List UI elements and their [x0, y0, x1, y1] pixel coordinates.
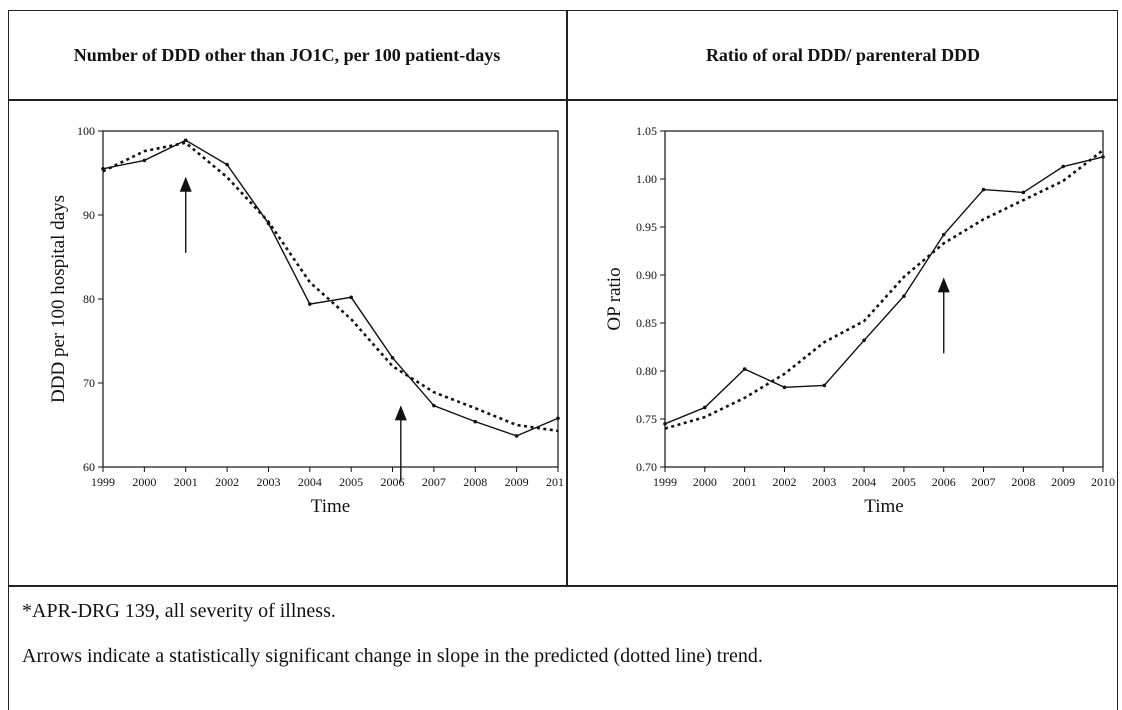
- slope-change-arrow-head: [394, 405, 407, 421]
- slope-change-arrow-head: [937, 277, 950, 293]
- y-tick-label: 60: [83, 460, 95, 474]
- x-tick-label: 2000: [693, 475, 717, 489]
- data-point: [902, 294, 906, 298]
- y-tick-label: 1.00: [636, 172, 657, 186]
- data-point: [703, 405, 707, 410]
- x-tick-label: 2002: [215, 475, 239, 489]
- x-tick-label: 2009: [1051, 475, 1075, 489]
- x-tick-label: 1999: [653, 475, 677, 489]
- data-point: [514, 434, 519, 438]
- y-tick-label: 0.70: [636, 460, 657, 474]
- y-tick-label: 1.05: [636, 124, 657, 138]
- data-point: [349, 295, 353, 300]
- x-axis-label: Time: [311, 496, 350, 517]
- y-tick-label: 90: [83, 208, 95, 222]
- y-tick-label: 0.75: [636, 412, 657, 426]
- x-tick-label: 2005: [339, 475, 363, 489]
- column-divider: [566, 10, 568, 586]
- x-tick-label: 2001: [733, 475, 757, 489]
- x-tick-label: 2009: [505, 475, 529, 489]
- data-point: [308, 302, 312, 306]
- x-tick-label: 2006: [381, 475, 405, 489]
- y-tick-label: 0.80: [636, 364, 657, 378]
- data-point: [941, 232, 946, 237]
- x-axis-label: Time: [864, 496, 903, 517]
- footnote-severity: *APR-DRG 139, all severity of illness.: [22, 600, 336, 622]
- table-frame: [8, 10, 1118, 710]
- y-tick-label: 70: [83, 376, 95, 390]
- y-tick-label: 0.85: [636, 316, 657, 330]
- x-tick-label: 2003: [812, 475, 836, 489]
- right-panel-title: Ratio of oral DDD/ parenteral DDD: [705, 45, 981, 65]
- data-point: [473, 419, 478, 424]
- data-point: [862, 338, 866, 343]
- data-point: [1061, 164, 1065, 169]
- x-tick-label: 2005: [892, 475, 916, 489]
- footnote-divider: [8, 585, 1118, 587]
- data-point: [981, 187, 986, 192]
- data-point: [1101, 155, 1105, 159]
- x-tick-label: 2001: [174, 475, 198, 489]
- observed-line: [664, 156, 1104, 425]
- data-point: [663, 422, 667, 426]
- y-tick-label: 100: [77, 124, 95, 138]
- data-point: [390, 356, 395, 360]
- y-axis-label: DDD per 100 hospital days: [48, 195, 69, 403]
- predicted-trend-line: [102, 141, 559, 433]
- data-point: [556, 416, 560, 421]
- x-tick-label: 2004: [298, 475, 322, 489]
- data-point: [1021, 190, 1026, 195]
- plot-area: [102, 130, 559, 468]
- y-tick-label: 0.90: [636, 268, 657, 282]
- x-tick-label: 1999: [91, 475, 115, 489]
- slope-change-arrow-head: [179, 176, 192, 192]
- ddd-line-chart: 1999 2000 2001 2002 2003 2004 2005 2006 2007 2008…: [48, 124, 564, 517]
- x-tick-label: 2010: [546, 475, 564, 489]
- x-tick-label: 2000: [132, 475, 156, 489]
- data-point: [142, 158, 147, 163]
- x-tick-label: 2007: [972, 475, 996, 489]
- x-tick-label: 2003: [256, 475, 280, 489]
- y-axis-label: OP ratio: [604, 267, 625, 330]
- data-point: [183, 138, 188, 143]
- x-tick-label: 2008: [463, 475, 487, 489]
- data-point: [782, 385, 787, 390]
- op-ratio-line-chart: 1999 2000 2001 2002 2003 2004 2005 2006 2007 2008…: [604, 124, 1115, 517]
- observed-line: [102, 139, 559, 437]
- y-tick-label: 80: [83, 292, 95, 306]
- data-point: [822, 383, 827, 388]
- data-point: [225, 162, 229, 167]
- left-panel-title: Number of DDD other than JO1C, per 100 p…: [73, 45, 501, 65]
- footnote-arrows: Arrows indicate a statistically signific…: [22, 645, 763, 667]
- predicted-trend-line: [664, 149, 1104, 430]
- y-tick-label: 0.95: [636, 220, 657, 234]
- x-tick-label: 2010: [1091, 475, 1115, 489]
- plot-area: [664, 130, 1104, 468]
- x-tick-label: 2006: [932, 475, 956, 489]
- x-tick-label: 2007: [422, 475, 446, 489]
- x-tick-label: 2002: [772, 475, 796, 489]
- data-point: [742, 367, 747, 371]
- x-tick-label: 2004: [852, 475, 876, 489]
- data-point: [432, 403, 436, 408]
- x-tick-label: 2008: [1011, 475, 1035, 489]
- header-divider: [8, 99, 1118, 101]
